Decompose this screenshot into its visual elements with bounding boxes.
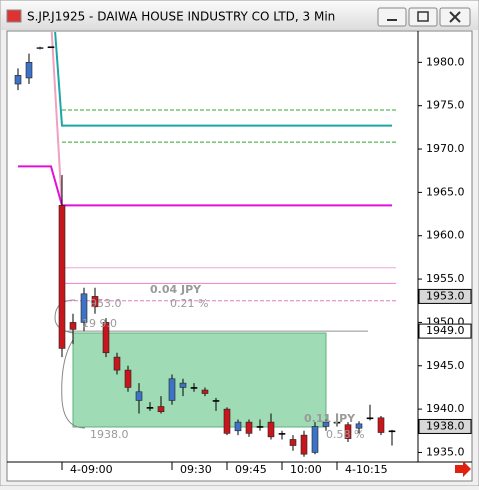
annotations: 0.04 JPY 0.21 % 953.0 19 9.0 1938.0 0.11… <box>82 283 364 441</box>
candle-body <box>377 417 385 433</box>
indicator-line <box>18 165 392 207</box>
candle-body <box>300 434 308 455</box>
price-marker <box>418 418 472 434</box>
y-tick-label: 1945.0 <box>426 359 465 372</box>
scroll-arrow[interactable] <box>455 461 471 477</box>
candle-body <box>80 293 88 323</box>
candle-body <box>311 426 319 453</box>
y-tick-label: 1965.0 <box>426 185 465 198</box>
annotation: 0.04 JPY <box>150 283 202 296</box>
annotation: 0.11 JPY <box>304 412 356 425</box>
candle-body <box>388 430 396 433</box>
candle-body <box>69 322 77 330</box>
plot-area <box>14 32 396 457</box>
candle-body <box>47 46 55 49</box>
annotation: 0.58 % <box>326 428 364 441</box>
candle-body <box>190 387 198 389</box>
candle-body <box>113 356 121 371</box>
candle-body <box>124 369 132 388</box>
candle-body <box>212 400 220 402</box>
indicator-line <box>54 32 392 127</box>
candle-body <box>146 407 154 409</box>
y-tick-label: 1980.0 <box>426 55 465 68</box>
x-tick-label: 4-10:15 <box>345 463 388 476</box>
close-icon <box>449 11 461 23</box>
candle-body <box>14 75 22 85</box>
measure-box <box>72 332 327 428</box>
indicator-line <box>50 32 63 209</box>
candle-body <box>245 421 253 434</box>
minimize-button[interactable] <box>377 7 407 27</box>
maximize-icon <box>417 11 429 22</box>
candle-body <box>289 439 297 446</box>
price-marker <box>418 323 472 339</box>
annotation: 953.0 <box>90 297 122 310</box>
candle-body <box>355 423 363 429</box>
candle-body <box>234 421 242 432</box>
annotation: 19 9.0 <box>82 317 117 330</box>
x-tick-label: 4-09:00 <box>70 463 113 476</box>
candle-body <box>267 421 275 438</box>
x-tick-label: 09:30 <box>180 463 212 476</box>
annotation: 1938.0 <box>90 428 129 441</box>
candle-body <box>91 296 99 308</box>
candle-body <box>25 62 33 79</box>
price-marker <box>418 288 472 304</box>
app-icon <box>6 9 22 23</box>
candle-body <box>36 47 44 49</box>
candle-body <box>201 389 209 394</box>
candle-body <box>168 378 176 401</box>
candle-body <box>102 322 110 354</box>
y-tick-label: 1970.0 <box>426 142 465 155</box>
y-tick-label: 1955.0 <box>426 272 465 285</box>
price-marker-label: 1949.0 <box>426 324 465 337</box>
y-tick-label: 1940.0 <box>426 402 465 415</box>
candle-body <box>344 424 352 439</box>
candle-body <box>223 408 231 434</box>
x-tick-label: 09:45 <box>235 463 267 476</box>
candle-body <box>135 391 143 401</box>
candle-body <box>278 433 286 435</box>
price-marker-label: 1953.0 <box>426 289 465 302</box>
y-tick-label: 1960.0 <box>426 229 465 242</box>
candle-body <box>333 421 341 424</box>
y-tick-label: 1975.0 <box>426 99 465 112</box>
x-tick-label: 10:00 <box>290 463 322 476</box>
candle-body <box>322 421 330 427</box>
price-marker-label: 1938.0 <box>426 419 465 432</box>
candle-body <box>256 426 264 428</box>
candle-body <box>157 406 165 413</box>
candle-body <box>58 205 66 349</box>
annotation: 0.21 % <box>170 297 208 310</box>
window-buttons <box>377 7 471 27</box>
measure-arc <box>61 339 86 429</box>
window-title: S.JP.J1925 - DAIWA HOUSE INDUSTRY CO LTD… <box>27 10 335 24</box>
candle-body <box>179 382 187 388</box>
y-tick-label: 1935.0 <box>426 445 465 458</box>
candle-body <box>366 417 374 420</box>
maximize-button[interactable] <box>408 7 438 27</box>
